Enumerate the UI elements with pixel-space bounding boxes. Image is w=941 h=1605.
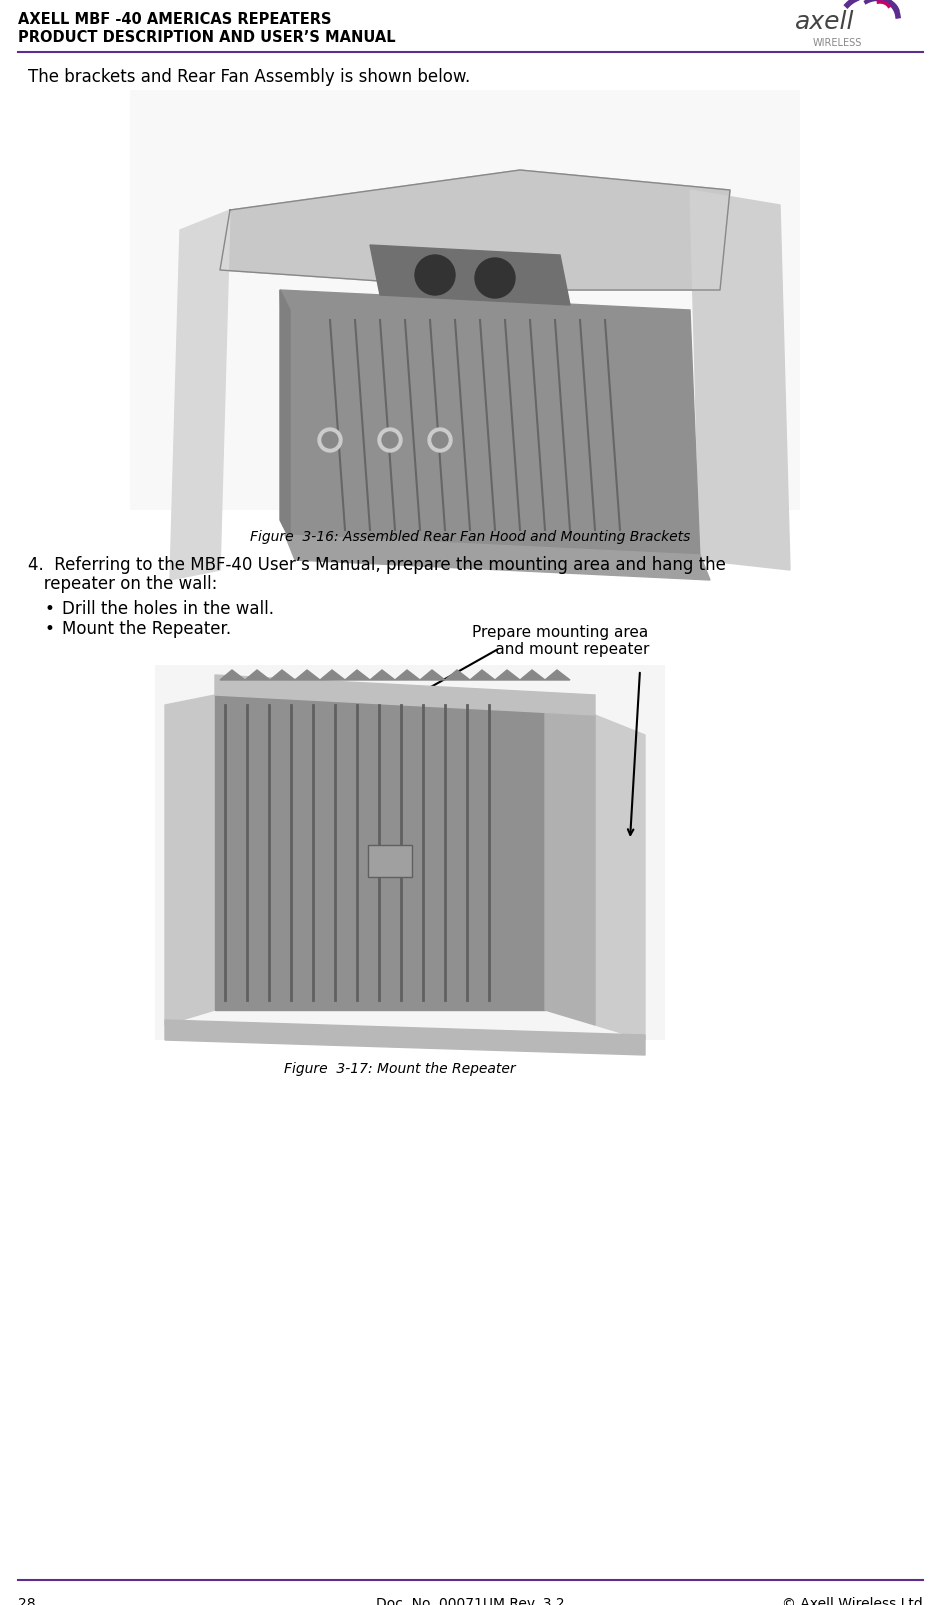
Polygon shape: [370, 669, 395, 681]
Text: Prepare mounting area: Prepare mounting area: [471, 624, 648, 640]
Circle shape: [318, 429, 342, 453]
FancyBboxPatch shape: [368, 844, 412, 876]
Polygon shape: [520, 669, 545, 681]
Polygon shape: [245, 669, 270, 681]
Polygon shape: [495, 669, 520, 681]
Polygon shape: [220, 170, 730, 291]
Polygon shape: [215, 676, 595, 714]
Circle shape: [475, 258, 515, 299]
Polygon shape: [215, 695, 545, 1010]
Polygon shape: [545, 669, 570, 681]
Text: 28: 28: [18, 1597, 36, 1605]
Polygon shape: [295, 669, 320, 681]
Text: Figure  3-16: Assembled Rear Fan Hood and Mounting Brackets: Figure 3-16: Assembled Rear Fan Hood and…: [249, 530, 690, 544]
Text: AXELL MBF -40 AMERICAS REPEATERS: AXELL MBF -40 AMERICAS REPEATERS: [18, 11, 331, 27]
Text: Figure  3-17: Mount the Repeater: Figure 3-17: Mount the Repeater: [284, 1063, 516, 1075]
Polygon shape: [470, 669, 495, 681]
Circle shape: [378, 429, 402, 453]
Polygon shape: [280, 291, 700, 560]
FancyBboxPatch shape: [130, 90, 800, 510]
Text: Doc. No. 00071UM Rev. 3.2: Doc. No. 00071UM Rev. 3.2: [375, 1597, 565, 1605]
Polygon shape: [595, 714, 645, 1040]
Polygon shape: [285, 534, 710, 579]
Polygon shape: [165, 1021, 645, 1054]
Circle shape: [415, 255, 455, 295]
Polygon shape: [345, 669, 370, 681]
Polygon shape: [545, 695, 595, 1026]
Polygon shape: [320, 669, 345, 681]
Text: •: •: [45, 620, 55, 639]
Text: axell: axell: [795, 10, 854, 34]
Text: Drill the holes in the wall.: Drill the holes in the wall.: [62, 600, 274, 618]
Text: The brackets and Rear Fan Assembly is shown below.: The brackets and Rear Fan Assembly is sh…: [28, 67, 470, 87]
Circle shape: [382, 432, 398, 448]
Circle shape: [432, 432, 448, 448]
Polygon shape: [370, 246, 570, 305]
Text: PRODUCT DESCRIPTION AND USER’S MANUAL: PRODUCT DESCRIPTION AND USER’S MANUAL: [18, 30, 395, 45]
Polygon shape: [270, 669, 295, 681]
Text: and mount repeater: and mount repeater: [470, 642, 649, 656]
Text: •: •: [45, 600, 55, 618]
Text: Mount the Repeater.: Mount the Repeater.: [62, 620, 231, 639]
Text: WIRELESS: WIRELESS: [813, 39, 862, 48]
Polygon shape: [420, 669, 445, 681]
Text: 4.  Referring to the MBF-40 User’s Manual, prepare the mounting area and hang th: 4. Referring to the MBF-40 User’s Manual…: [28, 555, 726, 575]
Text: repeater on the wall:: repeater on the wall:: [28, 575, 217, 592]
Polygon shape: [165, 695, 215, 1026]
Polygon shape: [220, 669, 245, 681]
Polygon shape: [280, 291, 290, 539]
Polygon shape: [690, 189, 790, 570]
Text: © Axell Wireless Ltd: © Axell Wireless Ltd: [782, 1597, 923, 1605]
FancyBboxPatch shape: [155, 664, 665, 1040]
Circle shape: [428, 429, 452, 453]
Circle shape: [322, 432, 338, 448]
Polygon shape: [445, 669, 470, 681]
Polygon shape: [395, 669, 420, 681]
Polygon shape: [170, 210, 230, 579]
